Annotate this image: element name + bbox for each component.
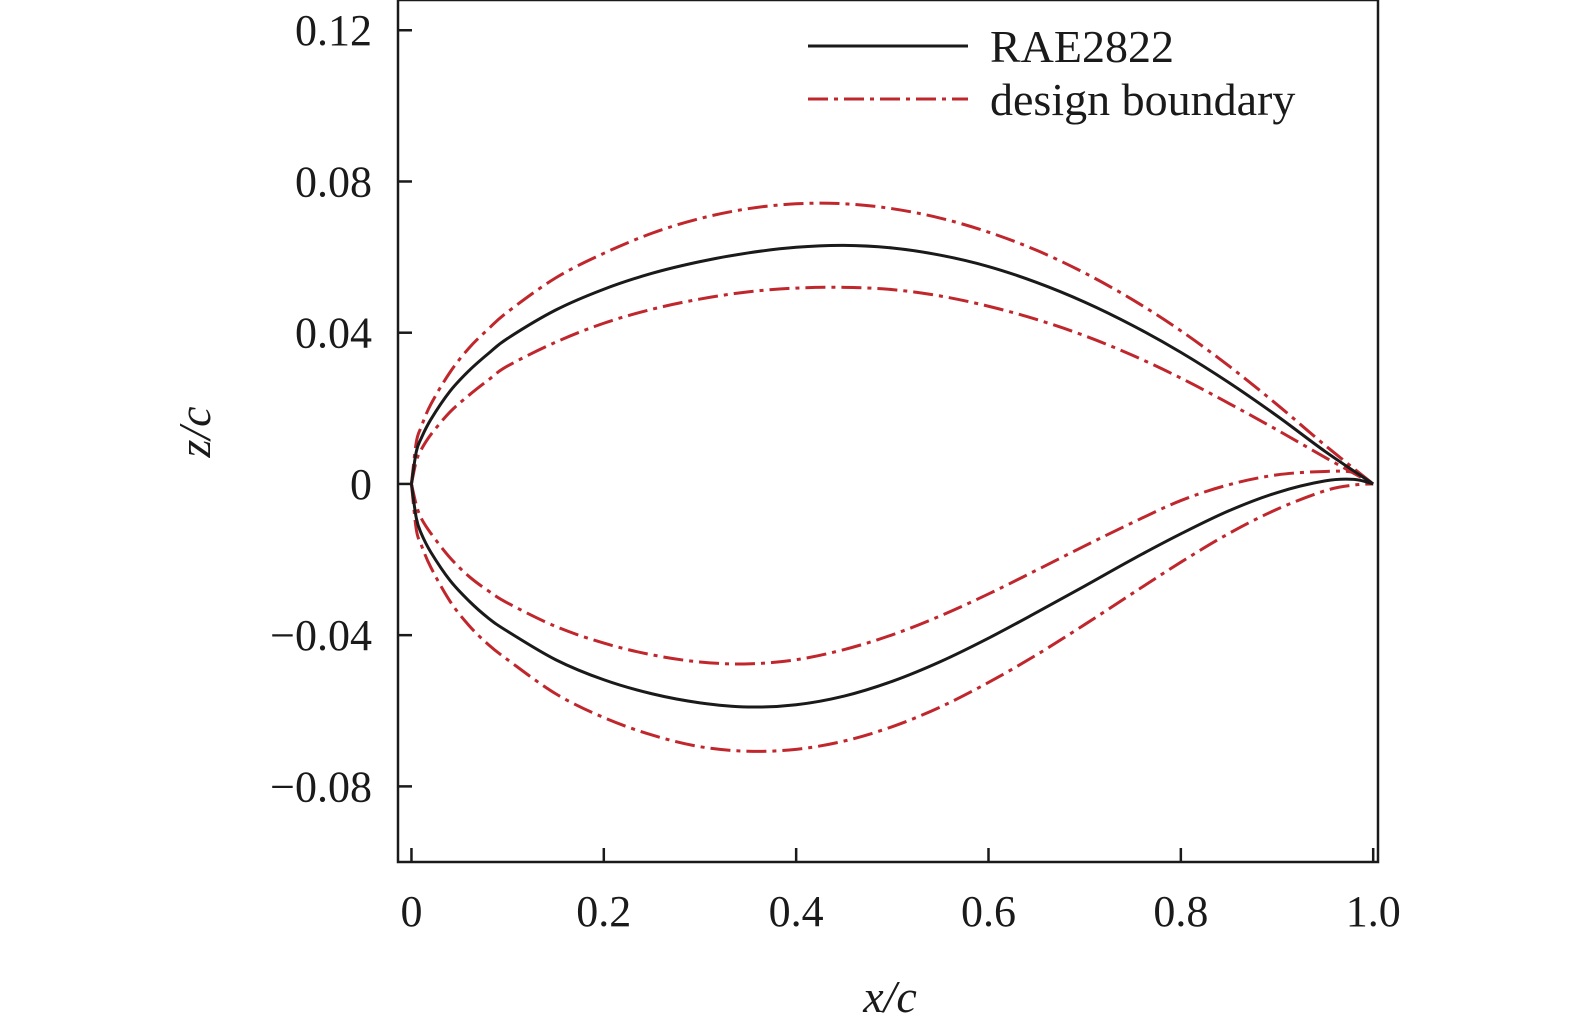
x-tick-label: 0.6 — [961, 887, 1016, 936]
design-boundary-lower-outer — [409, 482, 1374, 753]
y-tick-label: 0.04 — [295, 309, 372, 358]
x-tick-label: 0.2 — [576, 887, 631, 936]
x-tick-label: 0 — [400, 887, 422, 936]
y-axis-title: z/c — [169, 406, 220, 458]
x-axis: 0 0.2 0.4 0.6 0.8 1.0 — [400, 848, 1401, 936]
y-tick-label: 0.12 — [295, 6, 372, 55]
plot-area — [409, 201, 1375, 753]
design-boundary-upper-outer — [409, 201, 1375, 486]
design-boundary-upper-inner — [409, 285, 1374, 486]
plot-frame — [396, 0, 1380, 864]
y-tick-label: 0 — [350, 460, 372, 509]
legend: RAE2822 design boundary — [808, 21, 1295, 125]
x-axis-title: x/c — [862, 971, 917, 1022]
rae2822-lower-surface — [409, 477, 1374, 709]
design-boundary-lower-inner — [409, 469, 1375, 666]
x-tick-label: 0.4 — [769, 887, 824, 936]
y-axis: −0.08 −0.04 0 0.04 0.08 0.12 — [270, 6, 412, 811]
x-tick-label: 0.8 — [1153, 887, 1208, 936]
legend-label-design-boundary: design boundary — [990, 74, 1295, 125]
x-tick-label: 1.0 — [1346, 887, 1401, 936]
legend-label-rae2822: RAE2822 — [990, 21, 1174, 72]
y-tick-label: −0.04 — [270, 611, 372, 660]
rae2822-upper-surface — [409, 243, 1375, 486]
y-tick-label: 0.08 — [295, 157, 372, 206]
y-tick-label: −0.08 — [270, 762, 372, 811]
